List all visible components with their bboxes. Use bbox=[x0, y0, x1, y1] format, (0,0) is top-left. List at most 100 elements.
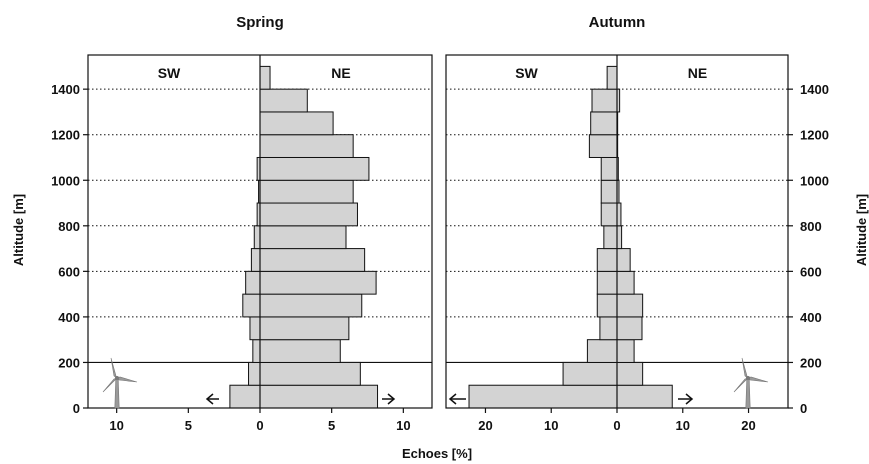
spring-bar-sw bbox=[253, 225, 261, 250]
autumn-y-tick-label: 400 bbox=[800, 310, 822, 325]
spring-sw-label: SW bbox=[158, 65, 181, 81]
spring-y-tick-label: 200 bbox=[58, 355, 80, 370]
spring-wind-turbine-icon-blade bbox=[110, 357, 118, 379]
autumn-bar-ne bbox=[616, 248, 631, 272]
autumn-y-tick-label: 1200 bbox=[800, 128, 829, 143]
autumn-x-tick-label: 10 bbox=[676, 418, 690, 433]
autumn-bar-ne bbox=[616, 384, 673, 409]
spring-x-tick-label: 5 bbox=[185, 418, 192, 433]
autumn-y-tick-label: 800 bbox=[800, 219, 822, 234]
spring-bar-ne bbox=[259, 225, 347, 250]
spring-y-tick-label: 0 bbox=[73, 401, 80, 416]
autumn-bar-sw bbox=[588, 134, 618, 158]
autumn-bar-ne bbox=[616, 225, 623, 250]
autumn-wind-turbine-icon-hub bbox=[746, 376, 750, 380]
spring-y-tick-label: 1000 bbox=[51, 173, 80, 188]
spring-bar-sw bbox=[248, 361, 261, 386]
y-axis-label-left: Altitude [m] bbox=[11, 194, 26, 266]
autumn-x-tick-label: 20 bbox=[478, 418, 492, 433]
autumn-bar-sw bbox=[606, 65, 618, 90]
autumn-sw-label: SW bbox=[515, 65, 538, 81]
autumn-y-tick-label: 1000 bbox=[800, 173, 829, 188]
x-axis-label: Echoes [%] bbox=[402, 446, 472, 461]
autumn-y-tick-label: 1400 bbox=[800, 82, 829, 97]
autumn-bar-sw bbox=[600, 156, 618, 181]
spring-bar-sw bbox=[229, 384, 261, 409]
spring-bar-ne bbox=[259, 202, 358, 227]
spring-ne-arrow-head bbox=[387, 393, 396, 405]
spring-title: Spring bbox=[236, 14, 284, 31]
spring-bar-ne bbox=[259, 88, 308, 113]
autumn-bar-ne bbox=[616, 270, 635, 295]
spring-bar-sw bbox=[245, 270, 261, 295]
y-axis-label-right: Altitude [m] bbox=[854, 194, 869, 266]
autumn-sw-arrow-head bbox=[448, 393, 457, 405]
autumn-bar-sw bbox=[596, 293, 618, 318]
spring-bar-sw bbox=[242, 293, 261, 318]
autumn-bar-ne bbox=[616, 361, 644, 386]
spring-bar-ne bbox=[259, 65, 271, 90]
spring-y-tick-label: 1200 bbox=[51, 128, 80, 143]
autumn-bar-sw bbox=[599, 316, 618, 341]
spring-bar-ne bbox=[259, 361, 361, 386]
autumn-x-tick-label: 10 bbox=[544, 418, 558, 433]
autumn-bar-sw bbox=[600, 202, 618, 227]
spring-bar-ne bbox=[259, 111, 334, 136]
autumn-wind-turbine-icon-tower bbox=[745, 377, 751, 409]
spring-bar-sw bbox=[250, 248, 261, 272]
spring-bar-ne bbox=[259, 316, 350, 341]
spring-bar-ne bbox=[259, 156, 370, 181]
spring-sw-arrow-head bbox=[205, 393, 214, 405]
autumn-bar-sw bbox=[562, 361, 618, 386]
spring-y-tick-label: 600 bbox=[58, 264, 80, 279]
autumn-bar-sw bbox=[586, 339, 618, 363]
autumn-y-tick-label: 600 bbox=[800, 264, 822, 279]
autumn-ne-label: NE bbox=[688, 65, 707, 81]
spring-x-tick-label: 10 bbox=[109, 418, 123, 433]
spring-bar-ne bbox=[259, 179, 354, 204]
spring-y-tick-label: 1400 bbox=[51, 82, 80, 97]
autumn-bar-ne bbox=[616, 316, 643, 341]
spring-x-tick-label: 5 bbox=[328, 418, 335, 433]
autumn-bar-ne bbox=[616, 339, 635, 363]
autumn-wind-turbine-icon bbox=[733, 357, 769, 409]
spring-x-tick-label: 10 bbox=[396, 418, 410, 433]
spring-bar-ne bbox=[259, 339, 341, 363]
spring-wind-turbine-icon-hub bbox=[115, 376, 119, 380]
spring-wind-turbine-icon-blade bbox=[116, 376, 138, 383]
autumn-y-tick-label: 0 bbox=[800, 401, 807, 416]
spring-bar-ne bbox=[259, 134, 354, 158]
spring-x-tick-label: 0 bbox=[256, 418, 263, 433]
autumn-ne-arrow-head bbox=[685, 393, 694, 405]
autumn-x-tick-label: 20 bbox=[741, 418, 755, 433]
spring-wind-turbine-icon-tower bbox=[114, 377, 120, 409]
spring-wind-turbine-icon bbox=[102, 357, 138, 409]
spring-panel: SW NE 10 5 0 5 10 0 200 400 600 800 1000 1200 1400 bbox=[51, 54, 433, 433]
autumn-wind-turbine-icon-blade bbox=[741, 357, 749, 379]
autumn-y-tick-label: 200 bbox=[800, 355, 822, 370]
spring-bar-sw bbox=[252, 339, 261, 363]
spring-bar-ne bbox=[259, 248, 366, 272]
autumn-bar-sw bbox=[600, 179, 618, 204]
spring-y-tick-label: 800 bbox=[58, 219, 80, 234]
spring-bar-ne bbox=[259, 270, 377, 295]
autumn-bar-sw bbox=[468, 384, 618, 409]
spring-bar-sw bbox=[249, 316, 261, 341]
spring-bar-ne bbox=[259, 293, 363, 318]
autumn-title: Autumn bbox=[589, 14, 646, 31]
autumn-wind-turbine-icon-blade bbox=[747, 376, 769, 383]
autumn-wind-turbine-icon-blade bbox=[733, 377, 749, 393]
spring-ne-label: NE bbox=[331, 65, 350, 81]
autumn-bar-sw bbox=[596, 270, 618, 295]
autumn-bar-sw bbox=[596, 248, 618, 272]
autumn-bar-sw bbox=[590, 111, 618, 136]
spring-bar-ne bbox=[259, 384, 379, 409]
spring-wind-turbine-icon-blade bbox=[102, 377, 118, 393]
autumn-x-tick-label: 0 bbox=[613, 418, 620, 433]
autumn-bar-ne bbox=[616, 293, 644, 318]
spring-y-tick-label: 400 bbox=[58, 310, 80, 325]
autumn-bar-sw bbox=[591, 88, 618, 113]
autumn-bar-sw bbox=[603, 225, 618, 250]
